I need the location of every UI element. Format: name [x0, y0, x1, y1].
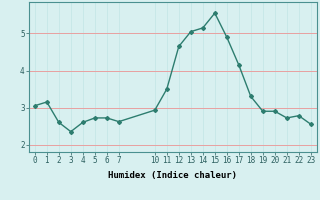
X-axis label: Humidex (Indice chaleur): Humidex (Indice chaleur) [108, 171, 237, 180]
